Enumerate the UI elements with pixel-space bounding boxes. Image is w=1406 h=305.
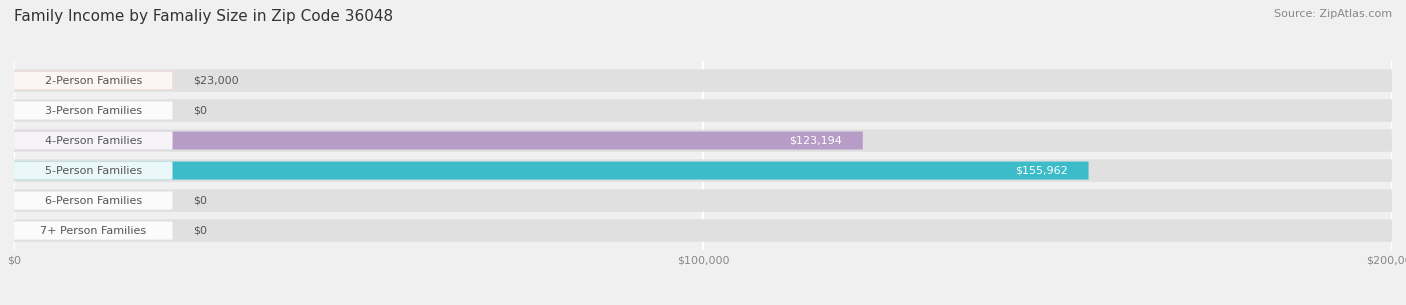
FancyBboxPatch shape [14,192,173,210]
Text: $0: $0 [193,106,207,116]
Text: Source: ZipAtlas.com: Source: ZipAtlas.com [1274,9,1392,19]
Text: $123,194: $123,194 [789,135,842,145]
Text: $0: $0 [193,226,207,235]
Text: 4-Person Families: 4-Person Families [45,135,142,145]
FancyBboxPatch shape [14,71,173,89]
Text: $155,962: $155,962 [1015,166,1069,176]
FancyBboxPatch shape [14,159,1392,182]
Text: 7+ Person Families: 7+ Person Families [41,226,146,235]
Text: 6-Person Families: 6-Person Families [45,196,142,206]
FancyBboxPatch shape [14,102,173,120]
FancyBboxPatch shape [14,222,173,240]
FancyBboxPatch shape [14,71,173,89]
FancyBboxPatch shape [14,162,1088,180]
FancyBboxPatch shape [14,219,1392,242]
Text: $23,000: $23,000 [193,76,239,85]
FancyBboxPatch shape [14,69,1392,92]
Text: 3-Person Families: 3-Person Families [45,106,142,116]
FancyBboxPatch shape [14,162,173,180]
FancyBboxPatch shape [14,131,863,149]
Text: 5-Person Families: 5-Person Families [45,166,142,176]
FancyBboxPatch shape [14,131,173,149]
FancyBboxPatch shape [14,129,1392,152]
Text: $0: $0 [193,196,207,206]
Text: Family Income by Famaliy Size in Zip Code 36048: Family Income by Famaliy Size in Zip Cod… [14,9,394,24]
FancyBboxPatch shape [14,99,1392,122]
Text: 2-Person Families: 2-Person Families [45,76,142,85]
FancyBboxPatch shape [14,189,1392,212]
